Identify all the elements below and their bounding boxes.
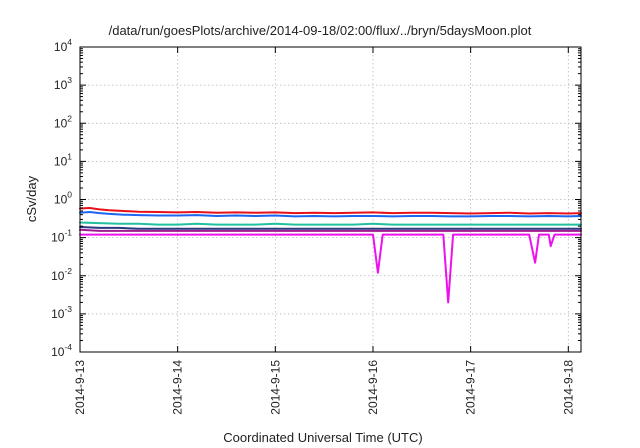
y-tick-exponent: 1 — [67, 151, 72, 161]
y-tick-label: 103 — [54, 75, 72, 92]
x-tick-label: 2014-9-13 — [73, 360, 87, 415]
x-tick-label: 2014-9-16 — [366, 360, 380, 415]
y-tick-exponent: 0 — [67, 190, 72, 200]
y-tick-label: 10-4 — [51, 342, 72, 359]
y-tick-base: 10 — [54, 116, 68, 130]
y-tick-exponent: 3 — [67, 75, 72, 85]
y-tick-base: 10 — [54, 40, 68, 54]
x-axis-label: Coordinated Universal Time (UTC) — [223, 430, 422, 445]
y-tick-base: 10 — [51, 269, 65, 283]
series-line-2 — [79, 211, 582, 218]
series-line-3 — [79, 221, 582, 226]
y-tick-exponent: -4 — [64, 342, 72, 352]
x-tick-label: 2014-9-15 — [268, 360, 282, 415]
y-tick-base: 10 — [54, 193, 68, 207]
y-axis-label: cSv/day — [24, 175, 39, 222]
series-line-4 — [79, 226, 582, 230]
x-tick-labels: 2014-9-13 2014-9-14 2014-9-15 2014-9-16 2014… — [73, 360, 575, 415]
series-line-5 — [79, 228, 582, 232]
y-tick-label: 100 — [54, 190, 72, 207]
y-tick-base: 10 — [51, 231, 65, 245]
y-tick-base: 10 — [51, 307, 65, 321]
y-tick-base: 10 — [51, 345, 65, 359]
y-tick-label: 104 — [54, 37, 72, 54]
ticks — [79, 46, 581, 353]
series-group — [79, 207, 582, 304]
x-tick-label: 2014-9-18 — [561, 360, 575, 415]
y-tick-exponent: -2 — [64, 266, 72, 276]
y-tick-label: 101 — [54, 151, 72, 168]
y-tick-label: 10-2 — [51, 266, 72, 283]
x-tick-label: 2014-9-17 — [464, 360, 478, 415]
y-tick-exponent: -1 — [64, 228, 72, 238]
y-tick-exponent: 2 — [67, 113, 72, 123]
x-tick-label: 2014-9-14 — [171, 360, 185, 415]
plot-frame — [79, 46, 582, 353]
grid — [80, 47, 581, 352]
series-line-1 — [79, 207, 582, 215]
y-tick-exponent: -3 — [64, 304, 72, 314]
y-tick-base: 10 — [54, 78, 68, 92]
series-line-6 — [79, 233, 582, 304]
y-tick-label: 102 — [54, 113, 72, 130]
chart-title: /data/run/goesPlots/archive/2014-09-18/0… — [109, 23, 532, 38]
y-tick-base: 10 — [54, 154, 68, 168]
y-tick-label: 10-3 — [51, 304, 72, 321]
y-tick-exponent: 4 — [67, 37, 72, 47]
y-tick-label: 10-1 — [51, 228, 72, 245]
